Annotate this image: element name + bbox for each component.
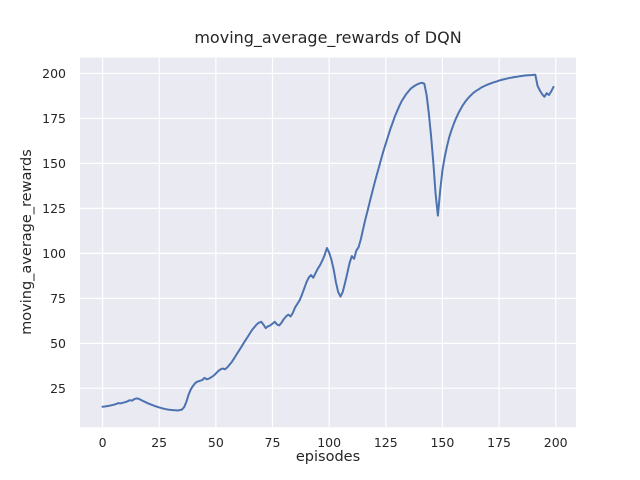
y-tick-label: 175: [42, 111, 66, 126]
x-tick-label: 50: [208, 435, 224, 450]
y-tick-label: 100: [42, 246, 66, 261]
chart-title: moving_average_rewards of DQN: [194, 28, 462, 47]
y-tick-label: 150: [42, 156, 66, 171]
y-tick-label: 200: [42, 66, 66, 81]
line-series-dqn-moving-average-rewards: [101, 73, 555, 412]
x-tick-label: 150: [430, 435, 454, 450]
x-tick-label: 100: [317, 435, 341, 450]
x-tick-label: 75: [265, 435, 281, 450]
x-tick-label: 175: [487, 435, 511, 450]
y-tick-label: 50: [50, 336, 66, 351]
y-tick-label: 75: [50, 291, 66, 306]
x-tick-label: 200: [544, 435, 568, 450]
y-tick-label: 125: [42, 201, 66, 216]
x-tick-label: 25: [151, 435, 167, 450]
x-axis-label: episodes: [295, 449, 361, 465]
x-tick-label: 0: [99, 435, 107, 450]
x-tick-label: 125: [374, 435, 398, 450]
y-tick-label: 25: [50, 381, 66, 396]
plot-area: [80, 57, 576, 428]
